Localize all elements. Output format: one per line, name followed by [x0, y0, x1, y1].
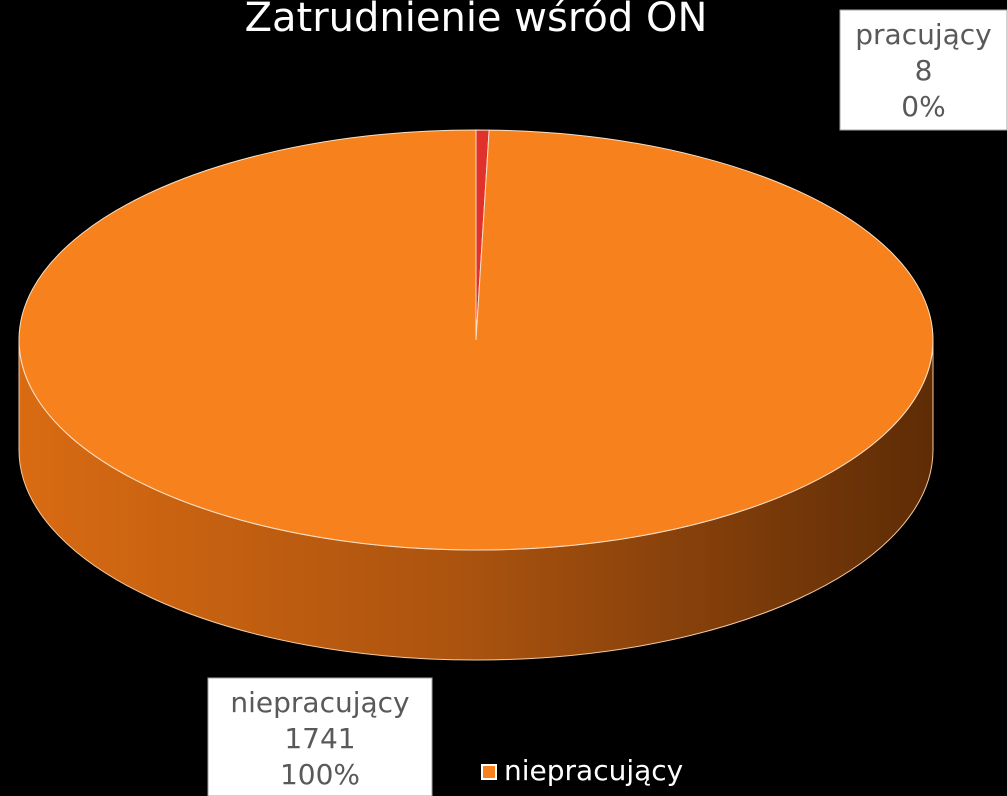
data-label-percent: 0% — [901, 90, 945, 123]
chart-title: Zatrudnienie wśród ON — [245, 0, 708, 41]
data-label-box — [839, 9, 1007, 131]
pie-slice — [18, 129, 934, 551]
data-label-name: pracujący — [855, 18, 992, 51]
legend-swatch — [481, 764, 497, 780]
legend-label: niepracujący — [504, 754, 683, 787]
data-label-name: niepracujący — [230, 686, 409, 719]
data-label-value: 8 — [915, 54, 933, 87]
data-label-percent: 100% — [280, 758, 360, 791]
data-label-value: 1741 — [284, 722, 355, 755]
data-label-box — [207, 677, 433, 796]
